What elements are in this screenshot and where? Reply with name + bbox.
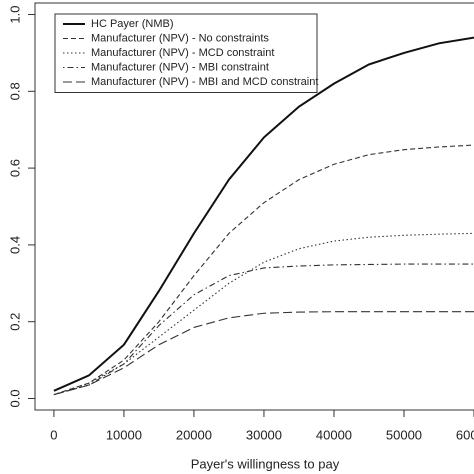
- y-tick-label: 1.0: [7, 5, 22, 23]
- y-tick-label: 0.2: [7, 313, 22, 331]
- x-tick-label: 20000: [176, 427, 212, 442]
- legend-box: [54, 13, 318, 93]
- y-tick-label: 0.4: [7, 236, 22, 254]
- y-tick-label: 0.8: [7, 82, 22, 100]
- x-tick-label: 60000: [456, 427, 474, 442]
- line: [53, 311, 474, 396]
- line: [53, 263, 474, 396]
- legend: HC Payer (NMB) Manufacturer (NPV) - No co…: [54, 13, 318, 93]
- x-axis-label: Payer's willingness to pay: [191, 456, 340, 471]
- x-tick-label: 50000: [386, 427, 422, 442]
- x-tick-label: 0: [50, 427, 57, 442]
- legend-label: Manufacturer (NPV) - MBI and MCD constra…: [91, 76, 318, 88]
- legend-label: Manufacturer (NPV) - MCD constraint: [91, 47, 274, 59]
- legend-label: Manufacturer (NPV) - MBI constraint: [91, 61, 269, 73]
- y-tick-label: 0.0: [7, 389, 22, 407]
- x-tick-label: 10000: [106, 427, 142, 442]
- line: [53, 232, 474, 396]
- line: [53, 144, 474, 396]
- x-tick-label: 40000: [316, 427, 352, 442]
- legend-label: HC Payer (NMB): [91, 18, 174, 30]
- legend-label: Manufacturer (NPV) - No constraints: [91, 32, 269, 44]
- x-tick-label: 30000: [246, 427, 282, 442]
- plot-frame: [34, 2, 474, 411]
- y-tick-label: 0.6: [7, 159, 22, 177]
- line: [53, 36, 474, 392]
